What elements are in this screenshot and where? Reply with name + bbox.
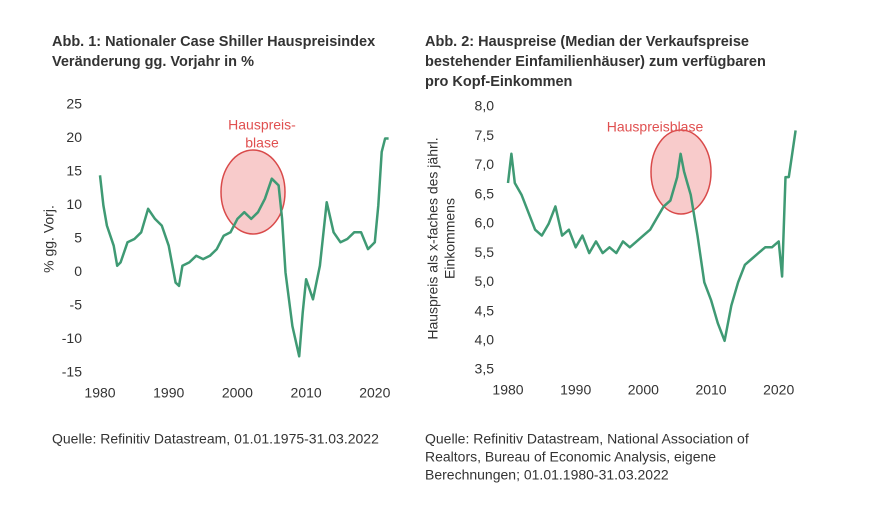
x-tick-label: 1980 [492,382,523,398]
y-axis-label: % gg. Vorj. [41,205,57,273]
x-tick-label: 1980 [84,385,115,401]
source-note: Berechnungen; 01.01.1980-31.03.2022 [425,467,669,483]
y-tick-label: 6,0 [475,215,495,231]
y-tick-label: 3,5 [475,361,495,377]
source-note: Quelle: Refinitiv Datastream, National A… [425,431,749,447]
y-tick-label: 0 [74,263,82,279]
data-line [506,130,797,343]
chart-title: bestehender Einfamilienhäuser) zum verfü… [425,54,766,70]
source-note: Quelle: Refinitiv Datastream, 01.01.1975… [52,431,379,447]
chart-title: Abb. 1: Nationaler Case Shiller Hausprei… [52,34,375,50]
x-tick-label: 2000 [628,382,659,398]
data-line [98,137,389,358]
y-tick-label: 25 [66,96,82,112]
y-axis-label: Hauspreis als x-faches des jährl. [425,137,441,339]
annotation: blase [245,135,279,151]
chart-title: pro Kopf-Einkommen [425,74,572,90]
x-tick-label: 2010 [291,385,322,401]
x-tick-label: 2000 [222,385,253,401]
x-tick-label: 1990 [153,385,184,401]
y-tick-label: 5 [74,230,82,246]
y-tick-label: -5 [70,297,83,313]
annotation: Hauspreis- [228,117,296,133]
chart-title: Veränderung gg. Vorjahr in % [52,54,254,70]
y-tick-label: 20 [66,129,82,145]
y-tick-label: 6,5 [475,185,495,201]
y-tick-label: 8,0 [475,98,495,114]
chart-title: Abb. 2: Hauspreise (Median der Verkaufsp… [425,34,749,50]
y-tick-label: 7,0 [475,156,495,172]
source-note: Realtors, Bureau of Economic Analysis, e… [425,449,716,465]
x-tick-label: 1990 [560,382,591,398]
y-tick-label: 4,5 [475,302,495,318]
bubble-highlight [220,149,286,235]
y-tick-label: -15 [62,364,82,380]
y-tick-label: 4,0 [475,331,495,347]
y-axis-label: Einkommens [442,198,458,279]
y-tick-label: 7,5 [475,127,495,143]
y-tick-label: 5,5 [475,244,495,260]
x-tick-label: 2020 [763,382,794,398]
y-tick-label: 15 [66,163,82,179]
bubble-highlight [650,129,712,215]
x-tick-label: 2010 [695,382,726,398]
annotation: Hauspreisblase [607,119,704,135]
x-tick-label: 2020 [359,385,390,401]
y-tick-label: -10 [62,330,82,346]
y-tick-label: 5,0 [475,273,495,289]
y-tick-label: 10 [66,196,82,212]
